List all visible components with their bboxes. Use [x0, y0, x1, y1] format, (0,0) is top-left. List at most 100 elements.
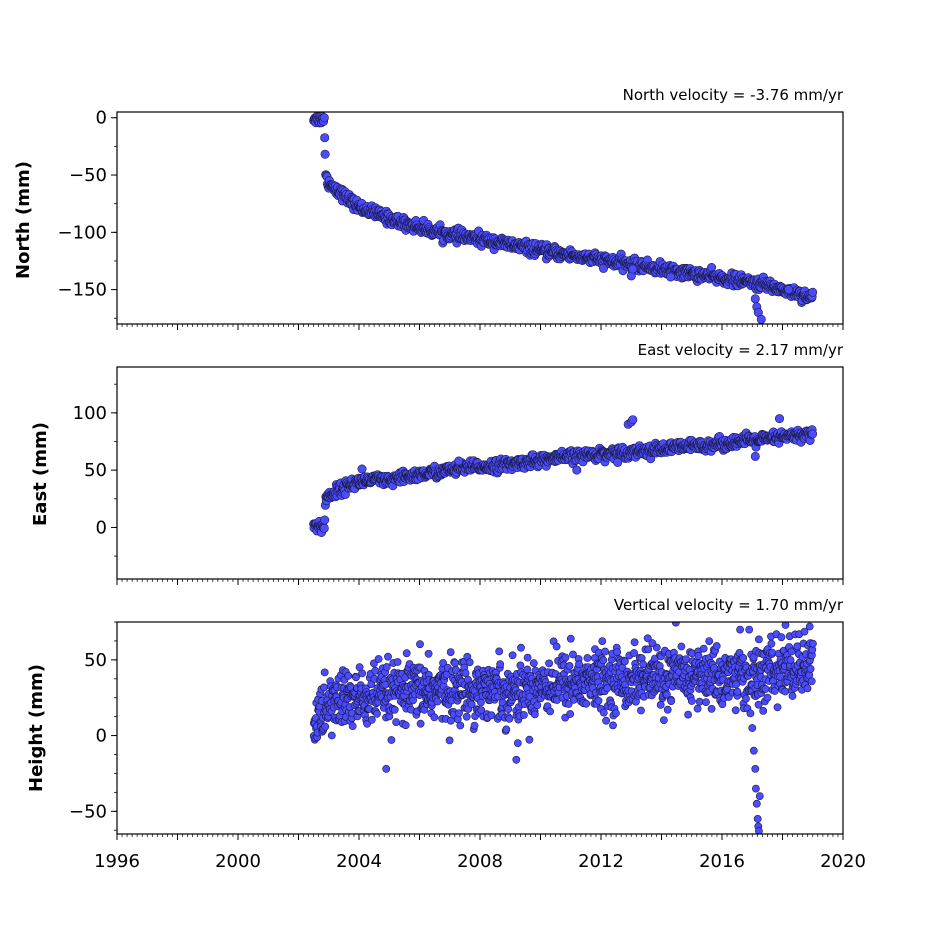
height-data-point — [564, 700, 573, 708]
height-data-point — [754, 700, 763, 709]
height-data-point — [583, 654, 592, 662]
height-data-point — [525, 735, 534, 744]
height-outlier-point — [805, 622, 814, 631]
height-ylabel: Height (mm) — [26, 664, 47, 792]
height-data-point — [487, 711, 496, 720]
north-title: North velocity = -3.76 mm/yr — [623, 86, 844, 104]
height-data-point — [561, 653, 570, 662]
height-data-point — [599, 708, 608, 717]
height-data-point — [461, 669, 470, 677]
height-data-point — [508, 651, 517, 660]
height-data-point — [742, 694, 750, 703]
north-data-point — [320, 149, 330, 159]
height-data-point — [456, 721, 465, 730]
height-panel: Vertical velocity = 1.70 mm/yr Height (m… — [26, 596, 866, 872]
north-data-point — [320, 133, 330, 143]
height-data-point — [358, 669, 366, 678]
height-data-point — [552, 642, 561, 651]
north-data-point — [808, 287, 818, 297]
height-data-point — [733, 687, 742, 696]
north-outlier-point — [750, 294, 760, 304]
height-data-point — [384, 652, 392, 661]
height-xtick-label: 2004 — [336, 851, 382, 872]
east-ylabel: East (mm) — [30, 422, 51, 526]
height-data-point — [612, 709, 620, 718]
height-outlier-point — [745, 625, 754, 634]
height-data-point — [663, 690, 671, 699]
height-data-point — [598, 637, 607, 645]
height-data-point — [382, 663, 391, 671]
height-data-point — [699, 644, 708, 653]
height-data-point — [517, 643, 525, 652]
east-data-point — [319, 523, 329, 533]
east-data-point — [320, 515, 330, 525]
height-outlier-point — [736, 625, 744, 634]
height-data-point — [390, 705, 399, 714]
height-data-point — [807, 677, 816, 686]
height-data-point — [694, 652, 703, 660]
north-points — [309, 112, 818, 324]
height-data-point — [777, 633, 786, 642]
east-data-point — [808, 429, 818, 439]
height-data-point — [682, 655, 690, 663]
height-data-point — [773, 703, 782, 712]
height-outlier-point — [512, 755, 521, 764]
north-outlier-point — [756, 314, 766, 324]
height-data-point — [677, 642, 686, 651]
height-data-point — [352, 673, 360, 682]
north-data-point — [598, 263, 608, 273]
north-panel: North velocity = -3.76 mm/yr North (mm) … — [13, 86, 844, 330]
height-data-point — [545, 659, 553, 668]
height-data-point — [496, 660, 505, 669]
height-outlier-point — [752, 784, 760, 793]
height-data-point — [712, 642, 721, 650]
height-xtick-label: 2000 — [215, 851, 261, 872]
height-points-clip — [309, 622, 817, 834]
height-outlier-point — [513, 739, 522, 747]
height-data-point — [731, 706, 740, 715]
height-data-point — [609, 721, 617, 730]
height-xtick-label: 2020 — [820, 851, 866, 872]
height-xtick-label: 2012 — [578, 851, 624, 872]
height-data-point — [630, 638, 639, 647]
north-outlier-point — [628, 264, 638, 274]
height-data-point — [445, 736, 454, 745]
height-data-point — [565, 662, 574, 670]
height-data-point — [705, 637, 714, 645]
height-data-point — [803, 684, 812, 693]
height-data-point — [582, 699, 591, 708]
height-data-point — [759, 707, 768, 715]
east-outlier-point — [774, 414, 784, 424]
north-ytick-label: −150 — [58, 280, 107, 301]
height-data-point — [786, 656, 795, 664]
height-data-point — [451, 659, 459, 668]
height-data-point — [637, 706, 645, 715]
height-data-point — [367, 715, 376, 724]
height-data-point — [455, 709, 463, 718]
height-data-point — [502, 725, 511, 734]
height-data-point — [533, 701, 542, 710]
height-data-point — [569, 650, 577, 659]
height-data-point — [693, 704, 702, 713]
height-data-point — [327, 731, 336, 740]
north-points-clip — [309, 112, 818, 324]
east-title: East velocity = 2.17 mm/yr — [638, 341, 844, 359]
height-data-point — [465, 658, 474, 667]
height-outlier-point — [781, 622, 790, 629]
east-ytick-label: 0 — [96, 517, 107, 538]
height-data-point — [644, 645, 653, 654]
height-data-point — [320, 683, 328, 692]
height-data-point — [387, 736, 396, 744]
east-outlier-point — [572, 465, 582, 475]
height-outlier-point — [648, 639, 657, 648]
height-data-point — [392, 718, 400, 726]
height-data-point — [630, 649, 638, 657]
height-data-point — [495, 647, 504, 656]
height-outlier-point — [751, 765, 760, 773]
height-data-point — [739, 654, 748, 662]
height-data-point — [371, 666, 380, 675]
height-data-point — [603, 684, 612, 693]
height-data-point — [523, 653, 532, 662]
height-data-point — [467, 700, 476, 709]
